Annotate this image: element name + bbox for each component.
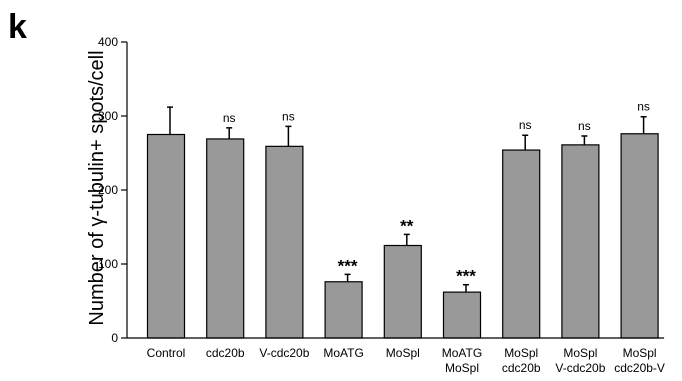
significance-label: ns (637, 100, 650, 114)
significance-label: ns (223, 111, 236, 125)
significance-label: ns (578, 119, 591, 133)
category-label: V-cdc20b (555, 361, 605, 375)
bar (206, 138, 245, 339)
category-label: cdc20b (502, 361, 541, 375)
y-axis-label: Number of γ-tubulin+ spots/cell (86, 50, 108, 325)
category-label: MoATG (442, 346, 482, 360)
category-label: MoSpl (623, 346, 657, 360)
y-tick-label: 200 (98, 183, 118, 197)
significance-label: *** (456, 267, 476, 286)
category-label: V-cdc20b (259, 346, 309, 360)
bar (146, 133, 186, 339)
bar (383, 244, 422, 339)
significance-label: *** (338, 256, 358, 275)
y-tick-label: 400 (98, 35, 118, 49)
panel-label: k (8, 8, 27, 46)
bar (502, 149, 541, 339)
bar (324, 281, 363, 339)
category-label: MoATG (323, 346, 363, 360)
significance-label: ns (519, 118, 532, 132)
significance-label: ** (400, 216, 414, 235)
bar (620, 133, 659, 339)
y-tick-label: 100 (98, 257, 118, 271)
category-label: MoSpl (445, 361, 479, 375)
y-tick-label: 0 (111, 331, 118, 345)
bar (265, 145, 304, 339)
significance-label: ns (282, 109, 295, 123)
category-label: Control (147, 346, 186, 360)
category-label: cdc20b (206, 346, 245, 360)
category-label: MoSpl (386, 346, 420, 360)
y-axis-ticks: 0 100 200 300 400 (98, 35, 127, 345)
category-label: MoSpl (504, 346, 538, 360)
bar (561, 144, 600, 339)
category-label: cdc20b-V (614, 361, 665, 375)
category-label: MoSpl (563, 346, 597, 360)
category-labels: Control cdc20b V-cdc20b MoATG MoSpl MoATGMoSp… (147, 346, 665, 375)
bar (442, 291, 482, 339)
y-tick-label: 300 (98, 109, 118, 123)
